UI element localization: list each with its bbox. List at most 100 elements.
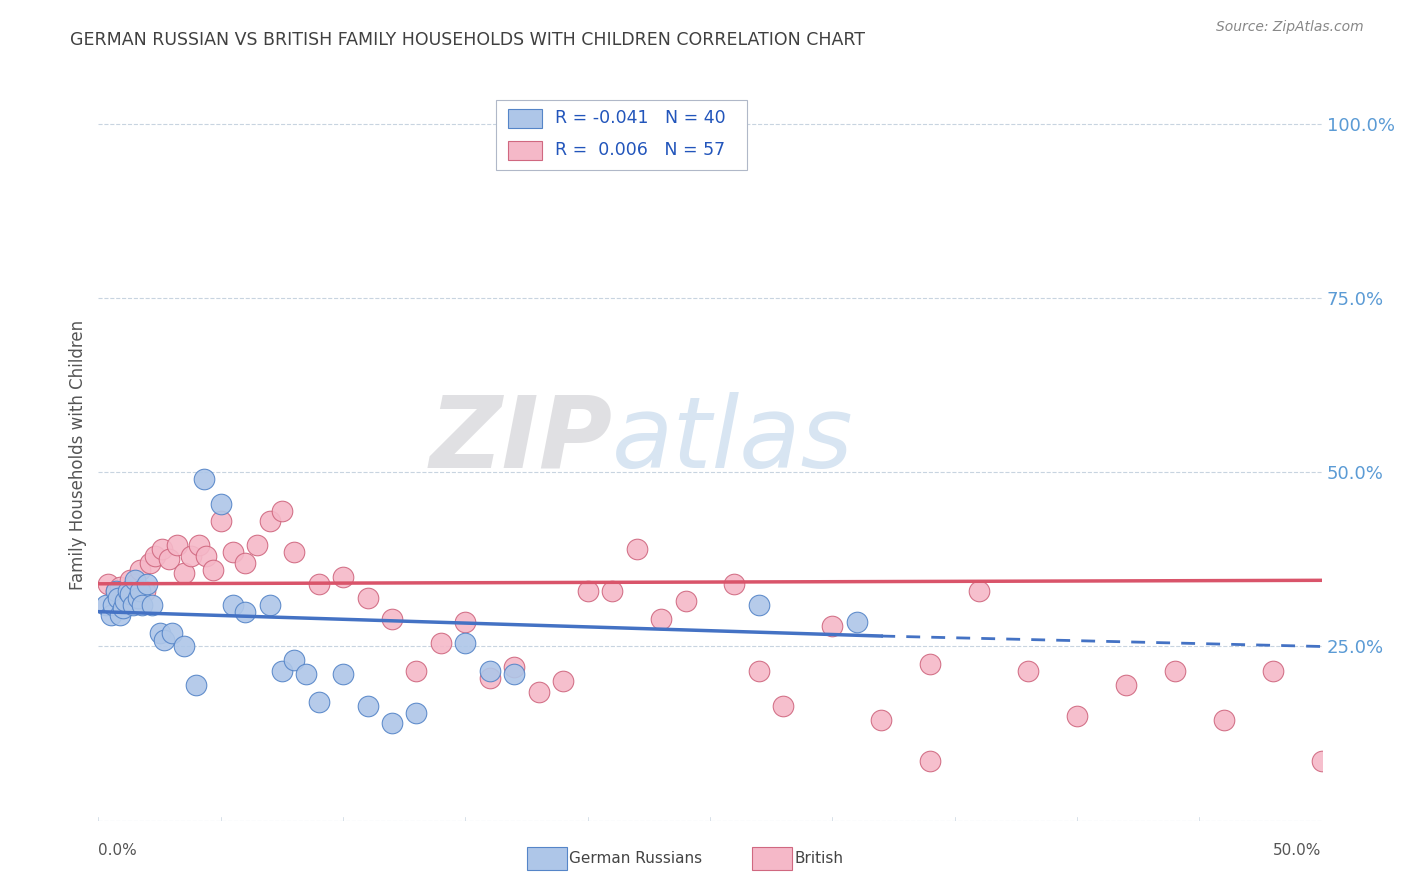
Point [157,552,180,566]
Point [114,591,136,605]
Point [160,625,183,640]
Point [131,598,153,612]
Point [195,549,218,563]
Point [845,615,868,629]
Point [246,539,269,553]
Point [259,598,281,612]
Text: R =  0.006   N = 57: R = 0.006 N = 57 [555,141,725,159]
Point [527,685,550,699]
FancyBboxPatch shape [508,109,543,128]
Point [675,594,697,608]
Text: GERMAN RUSSIAN VS BRITISH FAMILY HOUSEHOLDS WITH CHILDREN CORRELATION CHART: GERMAN RUSSIAN VS BRITISH FAMILY HOUSEHO… [70,31,865,49]
Text: 0.0%: 0.0% [98,843,138,858]
Point [134,583,156,598]
Point [100,608,122,623]
Point [405,706,427,720]
Text: R = -0.041   N = 40: R = -0.041 N = 40 [555,109,725,127]
Point [405,664,427,678]
Point [129,583,152,598]
Point [332,667,354,681]
Point [101,598,124,612]
Point [430,636,453,650]
Point [478,664,501,678]
Text: British: British [794,851,844,865]
Point [870,713,893,727]
Point [650,612,672,626]
Point [173,566,195,581]
Point [141,598,163,612]
Point [209,514,232,528]
Point [1261,664,1284,678]
Point [129,563,152,577]
Point [166,539,188,553]
Point [270,503,294,517]
Point [295,667,318,681]
Point [821,618,844,632]
Point [259,514,281,528]
Point [114,594,136,608]
Point [149,625,172,640]
FancyBboxPatch shape [496,100,747,169]
Point [332,570,354,584]
Text: ZIP: ZIP [429,392,612,489]
Point [356,591,378,605]
Point [478,671,501,685]
Point [222,598,245,612]
Point [193,472,215,486]
Point [121,598,143,612]
Point [748,598,770,612]
Point [153,632,176,647]
Point [283,545,305,559]
Point [748,664,770,678]
Point [111,601,134,615]
Point [553,674,575,689]
Point [308,695,330,709]
Point [454,636,477,650]
Point [97,576,120,591]
Point [381,716,404,731]
Point [1164,664,1187,678]
Point [110,580,132,594]
Point [124,574,146,588]
Text: German Russians: German Russians [569,851,703,865]
Point [920,657,942,671]
Y-axis label: Family Households with Children: Family Households with Children [69,320,87,590]
Point [503,660,526,674]
FancyBboxPatch shape [508,141,543,161]
Point [600,117,623,131]
Point [136,576,159,591]
Point [222,545,245,559]
Text: 50.0%: 50.0% [1274,843,1322,858]
Point [209,497,232,511]
Point [920,755,942,769]
Point [180,549,202,563]
Point [967,583,990,598]
Point [120,574,142,588]
Point [723,576,745,591]
Point [187,539,209,553]
Point [503,667,526,681]
Point [600,583,623,598]
Point [94,598,117,612]
Point [1017,664,1039,678]
Text: atlas: atlas [612,392,853,489]
Point [139,556,162,570]
Point [283,653,305,667]
Point [270,664,294,678]
Point [124,576,146,591]
Point [104,583,127,598]
Point [110,608,132,623]
Point [233,556,256,570]
Text: Source: ZipAtlas.com: Source: ZipAtlas.com [1216,20,1364,34]
Point [233,605,256,619]
Point [150,541,173,556]
Point [107,591,129,605]
Point [1066,709,1088,723]
Point [1115,678,1137,692]
Point [117,583,139,598]
Point [356,698,378,713]
Point [626,541,648,556]
Point [127,591,149,605]
Point [772,698,794,713]
Point [173,640,195,654]
